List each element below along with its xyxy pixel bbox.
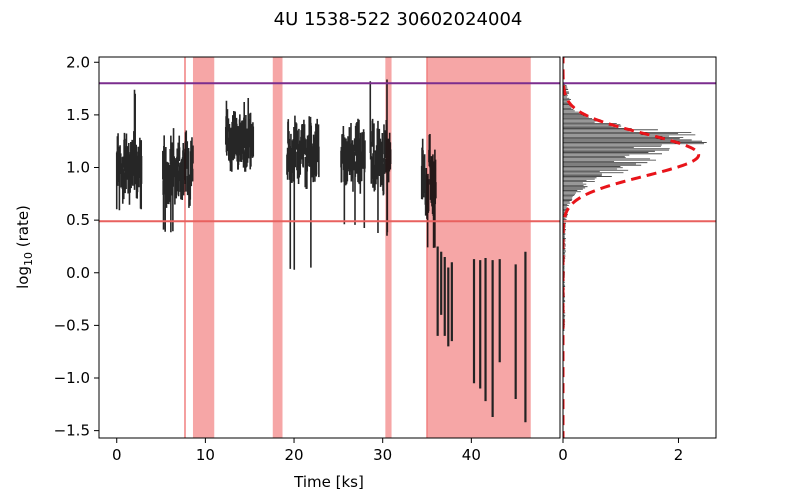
y-tick-label: −1.5 (54, 422, 90, 440)
x-tick-label: 10 (196, 446, 215, 464)
data-segment-0 (115, 89, 143, 211)
y-tick-label: 0.5 (66, 211, 90, 229)
data-segment-3 (286, 115, 320, 270)
flagged-interval-3 (427, 57, 531, 438)
hist-x-tick-label: 0 (558, 446, 568, 464)
main-y-ticks: 2.0 1.5 1.0 0.5 0.0 −0.5 −1.0 −1.5 (54, 53, 99, 440)
y-tick-label: 2.0 (66, 53, 90, 71)
data-segment-2 (224, 98, 255, 172)
chart-title: 4U 1538-522 30602024004 (274, 9, 523, 30)
histogram-threshold-lines (563, 82, 716, 223)
main-x-ticks: 0 10 20 30 40 (112, 438, 481, 464)
y-tick-label: 1.0 (66, 159, 90, 177)
x-tick-label: 30 (373, 446, 392, 464)
threshold-lines (99, 82, 560, 223)
y-tick-label: 0.0 (66, 264, 90, 282)
x-tick-label: 20 (284, 446, 303, 464)
flagged-interval-2 (385, 57, 392, 438)
data-segment-1 (162, 128, 194, 233)
y-tick-label: −0.5 (54, 316, 90, 334)
x-axis-label: Time [ks] (293, 473, 364, 491)
x-tick-label: 40 (462, 446, 481, 464)
y-tick-label: 1.5 (66, 106, 90, 124)
data-segment-5 (369, 79, 392, 236)
y-tick-label: −1.0 (54, 369, 90, 387)
gaussian-fit-line (563, 57, 701, 438)
x-tick-label: 0 (112, 446, 122, 464)
y-axis-label: log10 (rate) (14, 205, 35, 289)
lightcurve-data (115, 79, 527, 423)
histogram-fit-curve (563, 57, 701, 438)
hist-x-tick-label: 2 (674, 446, 684, 464)
flagged-intervals (184, 57, 531, 438)
histogram-bars (563, 83, 707, 332)
main-axes-frame (98, 56, 561, 439)
hist-axes-frame (562, 56, 717, 439)
histogram-bar-comb (563, 83, 707, 332)
flagged-interval-1 (272, 57, 283, 438)
data-segment-4 (340, 118, 366, 229)
flagged-interval-0 (192, 57, 215, 438)
data-segment-6 (420, 134, 437, 248)
